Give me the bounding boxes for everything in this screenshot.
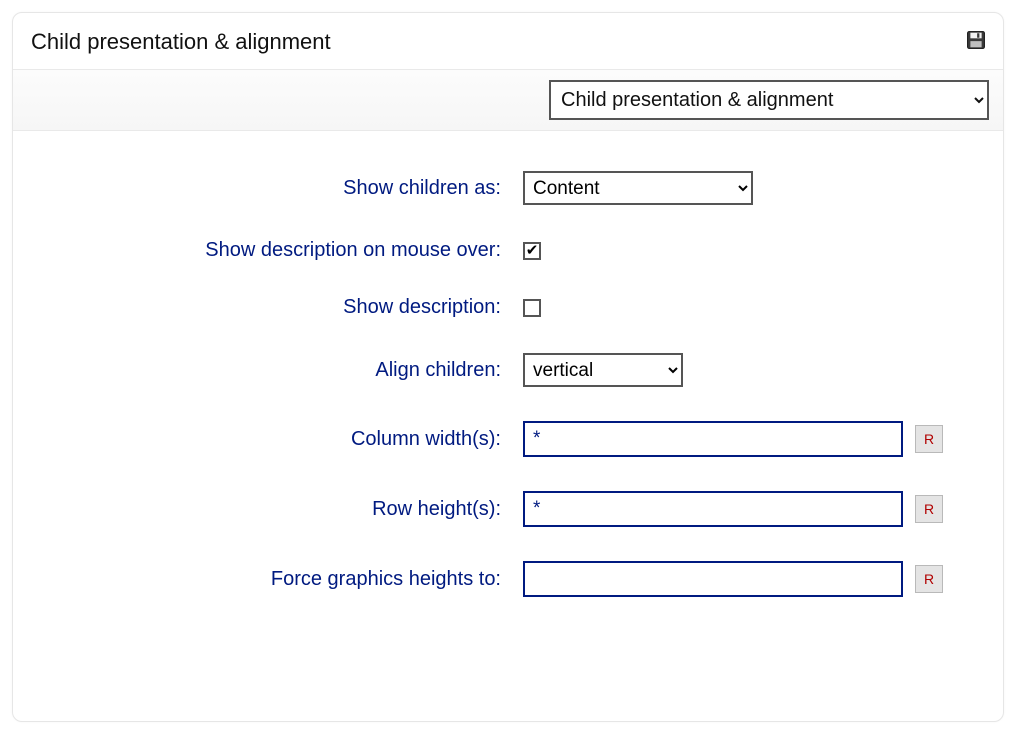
column-widths-reset-button[interactable]: R (915, 425, 943, 453)
section-select[interactable]: Child presentation & alignment (549, 80, 989, 120)
row-heights-reset-button[interactable]: R (915, 495, 943, 523)
force-gfx-heights-reset-button[interactable]: R (915, 565, 943, 593)
section-bar: Child presentation & alignment (13, 69, 1003, 131)
show-children-as-select[interactable]: Content (523, 171, 753, 205)
force-gfx-heights-input[interactable] (523, 561, 903, 597)
save-icon[interactable] (967, 29, 985, 55)
settings-panel: Child presentation & alignment Child pre… (12, 12, 1004, 722)
force-gfx-heights-label: Force graphics heights to: (43, 568, 523, 591)
desc-mouseover-checkbox[interactable]: ✔ (523, 242, 541, 260)
row-heights-label: Row height(s): (43, 498, 523, 521)
column-widths-label: Column width(s): (43, 428, 523, 451)
align-children-label: Align children: (43, 359, 523, 382)
show-desc-label: Show description: (43, 296, 523, 319)
panel-title: Child presentation & alignment (31, 29, 331, 55)
desc-mouseover-label: Show description on mouse over: (43, 239, 523, 262)
show-desc-checkbox[interactable] (523, 299, 541, 317)
form-area: Show children as: Content Show descripti… (13, 131, 1003, 681)
align-children-select[interactable]: vertical (523, 353, 683, 387)
row-heights-input[interactable] (523, 491, 903, 527)
column-widths-input[interactable] (523, 421, 903, 457)
show-children-as-label: Show children as: (43, 177, 523, 200)
panel-header: Child presentation & alignment (13, 13, 1003, 69)
